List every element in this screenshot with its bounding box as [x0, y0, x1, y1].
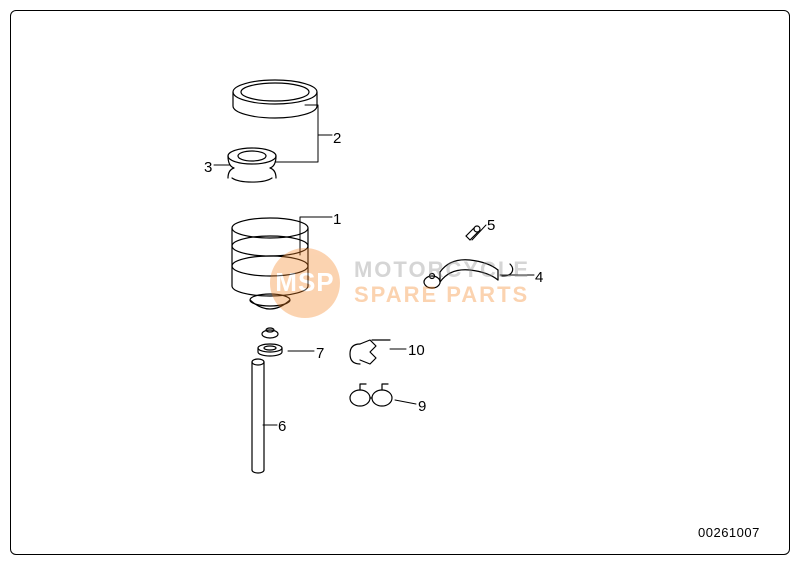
part-10-clip [350, 340, 390, 364]
part-9-clamp [350, 384, 392, 406]
callout-3: 3 [204, 159, 212, 176]
callout-4: 4 [535, 269, 543, 286]
callout-6: 6 [278, 418, 286, 435]
drawing-number: 00261007 [698, 525, 760, 540]
callout-7: 7 [316, 345, 324, 362]
callout-5: 5 [487, 217, 495, 234]
part-4-bracket [424, 260, 513, 288]
diagram-canvas: MSP MOTORCYCLE SPARE PARTS 1234567910 00… [0, 0, 800, 565]
callout-9: 9 [418, 398, 426, 415]
callout-2: 2 [333, 130, 341, 147]
part-7-grommet [258, 328, 282, 356]
diagram-svg [0, 0, 800, 565]
callout-10: 10 [408, 342, 425, 359]
callout-1: 1 [333, 211, 341, 228]
part-1-container [232, 218, 308, 309]
part-6-tube [252, 359, 264, 473]
part-2-cap [233, 80, 317, 118]
part-3-seal [228, 148, 276, 182]
